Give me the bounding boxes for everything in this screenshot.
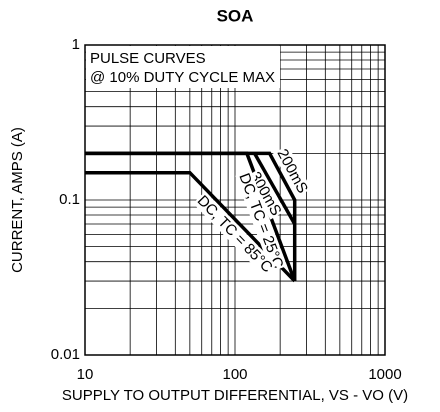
y-tick-label: 1 bbox=[72, 36, 80, 53]
annotation: @ 10% DUTY CYCLE MAX bbox=[90, 69, 275, 86]
curve-label-bg bbox=[245, 168, 286, 220]
lines bbox=[85, 151, 297, 283]
curve-label-bg bbox=[193, 191, 277, 277]
curve bbox=[253, 152, 297, 225]
plot-frame bbox=[84, 44, 386, 356]
y-axis-label: CURRENT, AMPS (A) bbox=[9, 127, 26, 273]
x-axis-label: SUPPLY TO OUTPUT DIFFERENTIAL, VS - VO (… bbox=[62, 387, 408, 404]
chart-title: SOA bbox=[217, 6, 254, 25]
curve-label-bg bbox=[273, 145, 312, 198]
curve bbox=[85, 170, 296, 283]
x-tick-label: 100 bbox=[222, 366, 247, 383]
y-tick-label: 0.1 bbox=[59, 191, 80, 208]
curve bbox=[85, 151, 297, 282]
x-tick-label: 1000 bbox=[368, 366, 401, 383]
annotation-bg bbox=[86, 46, 281, 88]
curve-label-bg bbox=[235, 169, 287, 272]
x-tick-label: 10 bbox=[77, 366, 94, 383]
y-tick-label: 0.01 bbox=[51, 346, 80, 363]
annotation: PULSE CURVES bbox=[90, 50, 206, 67]
